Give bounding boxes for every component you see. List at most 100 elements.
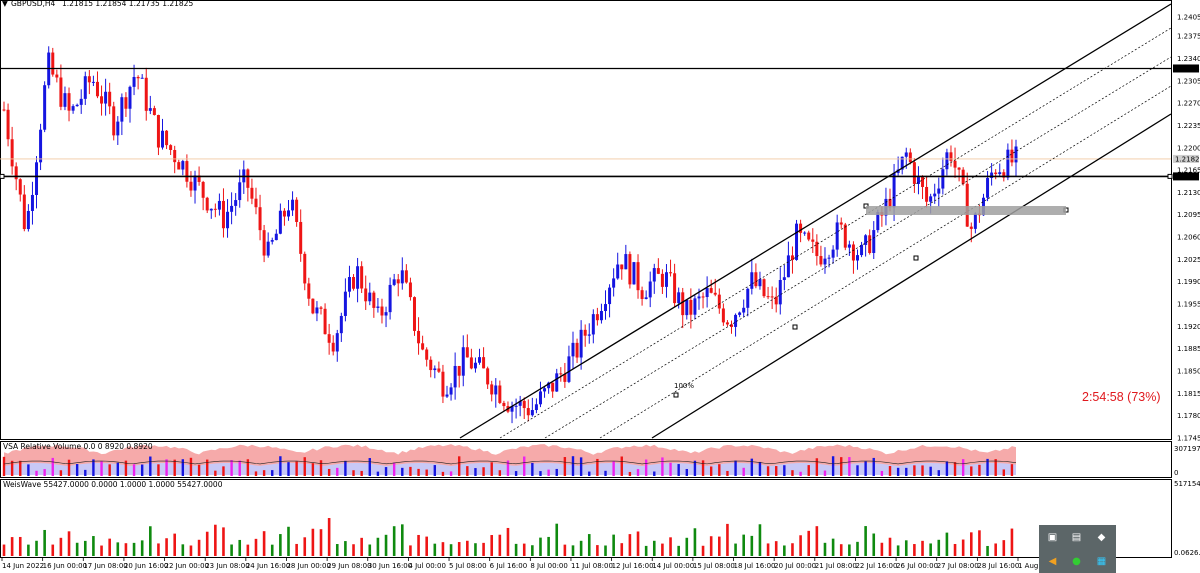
vsa-volume-bar bbox=[92, 459, 95, 476]
candle-body bbox=[404, 270, 408, 283]
regression-channel[interactable] bbox=[459, 3, 1172, 439]
candle-body bbox=[790, 255, 794, 260]
app-icon[interactable]: ▣ bbox=[1047, 532, 1058, 543]
candle-body bbox=[161, 130, 165, 148]
vsa-volume-bar bbox=[661, 457, 664, 476]
candle-body bbox=[482, 357, 486, 369]
vsa-volume-bar bbox=[181, 459, 185, 476]
battery-icon[interactable]: ▦ bbox=[1096, 556, 1107, 567]
candle-body bbox=[445, 394, 449, 397]
weis-wave-bar bbox=[311, 528, 315, 556]
candle-body bbox=[152, 108, 156, 116]
vsa-volume-bar bbox=[701, 460, 705, 476]
candle-body bbox=[612, 278, 616, 288]
weis-wave-bar bbox=[425, 536, 428, 556]
vsa-volume-bar bbox=[498, 470, 502, 476]
candle-body bbox=[352, 277, 356, 289]
price-tick-label: 1.18500 bbox=[1177, 368, 1200, 376]
candle-body bbox=[2, 109, 6, 111]
update-icon[interactable]: ● bbox=[1072, 556, 1081, 567]
candle-body bbox=[132, 76, 136, 87]
candle-body bbox=[364, 288, 368, 302]
candle-body bbox=[124, 97, 128, 109]
price-tick-label: 1.22350 bbox=[1177, 122, 1200, 130]
vsa-volume-bar bbox=[978, 464, 981, 476]
candle-body bbox=[453, 365, 457, 388]
weis-wave-bar bbox=[547, 536, 550, 556]
vsa-volume-bar bbox=[718, 464, 721, 476]
weis-wave-bar bbox=[685, 537, 689, 556]
price-tick-label: 1.17800 bbox=[1177, 412, 1200, 420]
weis-wave-bar bbox=[181, 544, 185, 556]
vsa-volume-bar bbox=[392, 462, 396, 476]
vsa-volume-bar bbox=[271, 470, 274, 476]
candle-body bbox=[941, 169, 945, 189]
price-tag-label: 1.23243 bbox=[1175, 65, 1200, 73]
supply-zone-box[interactable] bbox=[866, 206, 1066, 215]
candle-body bbox=[709, 288, 713, 293]
price-tick-label: 1.19900 bbox=[1177, 278, 1200, 286]
candle-body bbox=[543, 388, 547, 392]
candle-body bbox=[697, 296, 701, 299]
weis-wave-bar bbox=[165, 538, 168, 556]
candle-body bbox=[270, 240, 274, 242]
candle-body bbox=[347, 277, 351, 292]
price-tick-label: 1.23750 bbox=[1177, 33, 1200, 41]
candle-body bbox=[725, 322, 729, 325]
vsa-volume-bar bbox=[319, 460, 323, 476]
candle-body bbox=[912, 162, 916, 184]
candle-body bbox=[372, 292, 376, 308]
vsa-volume-bar bbox=[612, 461, 615, 476]
price-tick-label: 1.20250 bbox=[1177, 256, 1200, 264]
time-tick-label: 26 Jul 00:00 bbox=[896, 562, 938, 570]
weis-wave-bar bbox=[896, 545, 900, 556]
candle-body bbox=[900, 156, 904, 170]
vsa-volume-bar bbox=[628, 471, 632, 476]
vsa-volume-bar bbox=[848, 457, 851, 476]
vsa-volume-bar bbox=[709, 466, 713, 476]
candle-body bbox=[742, 307, 746, 313]
weis-wave-bar bbox=[59, 537, 63, 556]
candle-body bbox=[949, 152, 953, 161]
weis-wave-bar bbox=[652, 540, 656, 556]
vsa-volume-bar bbox=[831, 456, 835, 476]
candle-body bbox=[1010, 149, 1014, 163]
weis-wave-bar bbox=[726, 523, 729, 556]
time-tick-label: 5 Jul 08:00 bbox=[449, 562, 487, 570]
price-tag-label: 1.21825 bbox=[1175, 155, 1200, 163]
volume-icon[interactable]: ◀ bbox=[1048, 556, 1057, 567]
candle-body bbox=[392, 279, 396, 285]
candle-body bbox=[246, 169, 250, 188]
candle-body bbox=[425, 349, 429, 360]
candle-body bbox=[238, 182, 242, 201]
system-tray-popup[interactable]: ▣ ▤ ◆ ◀ ● ▦ bbox=[1039, 525, 1116, 573]
candle-body bbox=[916, 177, 920, 184]
vsa-volume-bar bbox=[579, 457, 583, 476]
time-tick-label: 17 Jun 08:00 bbox=[83, 562, 127, 570]
candle-body bbox=[575, 342, 579, 358]
level-handle bbox=[1167, 173, 1173, 179]
vsa-volume-bar bbox=[563, 457, 567, 476]
vsa-volume-bar bbox=[457, 456, 461, 476]
weis-wave-bar bbox=[18, 536, 22, 556]
candle-body bbox=[799, 223, 803, 233]
horizontal-levels bbox=[0, 67, 1173, 179]
candle-body bbox=[140, 77, 144, 79]
vsa-volume-bar bbox=[449, 471, 453, 476]
weis-wave-bar bbox=[864, 526, 867, 556]
candle-body bbox=[299, 221, 303, 254]
network-icon[interactable]: ▤ bbox=[1071, 532, 1082, 543]
time-tick-label: 23 Jun 08:00 bbox=[205, 562, 249, 570]
shield-icon[interactable]: ◆ bbox=[1097, 532, 1106, 543]
time-tick-label: 29 Jun 08:00 bbox=[327, 562, 371, 570]
vsa-volume-bar bbox=[173, 459, 176, 476]
vsa-volume-bar bbox=[766, 466, 770, 476]
candle-body bbox=[437, 368, 441, 372]
candle-body bbox=[986, 177, 990, 198]
candle-body bbox=[412, 297, 416, 331]
dropdown-arrow-icon[interactable]: ▼ bbox=[2, 0, 8, 8]
candle-body bbox=[502, 402, 506, 407]
weis-wave-bar bbox=[51, 544, 55, 556]
candle-body bbox=[595, 314, 599, 321]
